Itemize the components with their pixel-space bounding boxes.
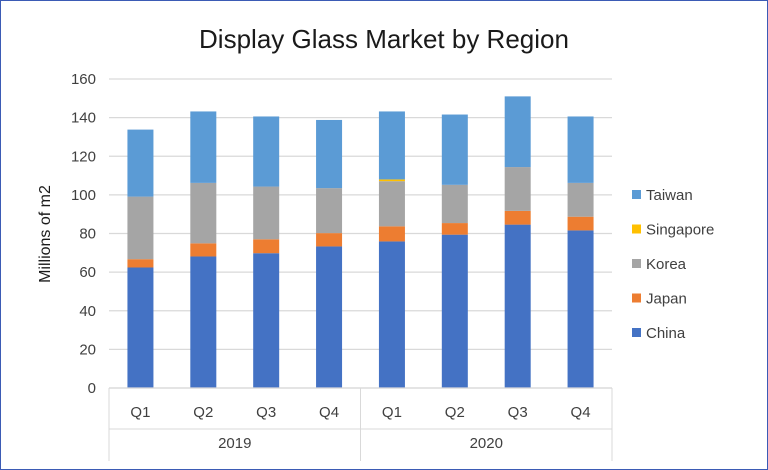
bar-stack (127, 129, 154, 388)
bar-segment-china (567, 230, 594, 388)
bar-segment-taiwan (504, 96, 531, 168)
bar-segment-taiwan (127, 129, 154, 197)
bar-segment-korea (378, 181, 405, 227)
bar-segment-japan (316, 233, 343, 247)
legend-label: Japan (646, 291, 687, 308)
x-tick-label: Q3 (508, 404, 528, 421)
x-tick-label: Q2 (193, 404, 213, 421)
x-tick-label: Q1 (382, 404, 402, 421)
bar-segment-japan (504, 210, 531, 225)
y-tick-label: 160 (71, 71, 96, 88)
x-tick-label: Q4 (319, 404, 339, 421)
legend-label: Korea (646, 256, 687, 273)
legend-item: China (632, 325, 686, 342)
bar-segment-korea (253, 186, 280, 240)
gridlines (109, 78, 612, 389)
y-tick-label: 20 (79, 341, 96, 358)
bar-segment-taiwan (253, 116, 280, 187)
bar-segment-china (441, 234, 468, 388)
bar-stack (504, 96, 531, 388)
bar-segment-china (190, 256, 217, 388)
legend-label: Singapore (646, 222, 714, 239)
x-tick-label: Q1 (130, 404, 150, 421)
bar-segment-korea (441, 184, 468, 224)
chart-title: Display Glass Market by Region (199, 24, 569, 54)
legend-swatch (632, 190, 641, 199)
bar-segment-taiwan (190, 111, 217, 183)
legend-swatch (632, 328, 641, 337)
y-tick-label: 80 (79, 226, 96, 243)
bar-segment-china (504, 224, 531, 388)
legend-item: Taiwan (632, 187, 693, 204)
x-axis: Q1 Q2 Q3 Q4 2019 Q1 Q2 Q3 Q4 2020 (108, 387, 613, 461)
x-tick-label: Q2 (445, 404, 465, 421)
bar-stack (441, 114, 468, 388)
legend-swatch (632, 293, 641, 303)
bar-segment-taiwan (378, 111, 405, 180)
bar-segment-japan (567, 216, 594, 231)
bar-segment-taiwan (567, 116, 594, 183)
bar-stack (190, 111, 217, 388)
y-tick-label: 120 (71, 148, 96, 165)
bar-segment-singapore (378, 179, 405, 182)
x-group-label: 2020 (470, 435, 503, 452)
bar-segment-china (378, 241, 405, 388)
legend: Taiwan Singapore Korea Japan China (632, 187, 714, 342)
y-tick-label: 40 (79, 303, 96, 320)
bar-segment-korea (127, 196, 154, 260)
bar-stack (316, 119, 343, 388)
bar-stack (567, 116, 594, 388)
bar-stack (253, 116, 280, 388)
y-tick-label: 60 (79, 264, 96, 281)
y-tick-label: 100 (71, 187, 96, 204)
y-tick-label: 0 (88, 380, 96, 397)
bar-segment-japan (253, 239, 280, 254)
bar-segment-taiwan (316, 119, 343, 189)
bars (127, 96, 594, 388)
bar-segment-china (316, 246, 343, 388)
y-tick-labels: 0 20 40 60 80 100 120 140 160 (71, 71, 96, 397)
bar-segment-korea (190, 182, 217, 244)
bar-segment-taiwan (441, 114, 468, 185)
bar-stack (378, 111, 405, 388)
bar-segment-korea (316, 188, 343, 234)
bar-segment-japan (378, 226, 405, 242)
legend-label: China (646, 325, 686, 342)
bar-segment-korea (504, 167, 531, 211)
y-tick-label: 140 (71, 110, 96, 127)
legend-swatch (632, 224, 641, 234)
y-axis-label: Millions of m2 (37, 185, 54, 283)
legend-label: Taiwan (646, 187, 693, 204)
legend-item: Japan (632, 291, 687, 308)
x-group-label: 2019 (218, 435, 251, 452)
bar-segment-china (127, 267, 154, 388)
bar-segment-korea (567, 182, 594, 217)
legend-item: Korea (632, 256, 687, 273)
legend-swatch (632, 259, 641, 268)
legend-item: Singapore (632, 222, 714, 239)
x-tick-label: Q4 (571, 404, 591, 421)
bar-segment-japan (127, 259, 154, 268)
bar-segment-china (253, 253, 280, 388)
bar-segment-japan (190, 243, 217, 257)
x-tick-label: Q3 (256, 404, 276, 421)
bar-segment-japan (441, 223, 468, 235)
